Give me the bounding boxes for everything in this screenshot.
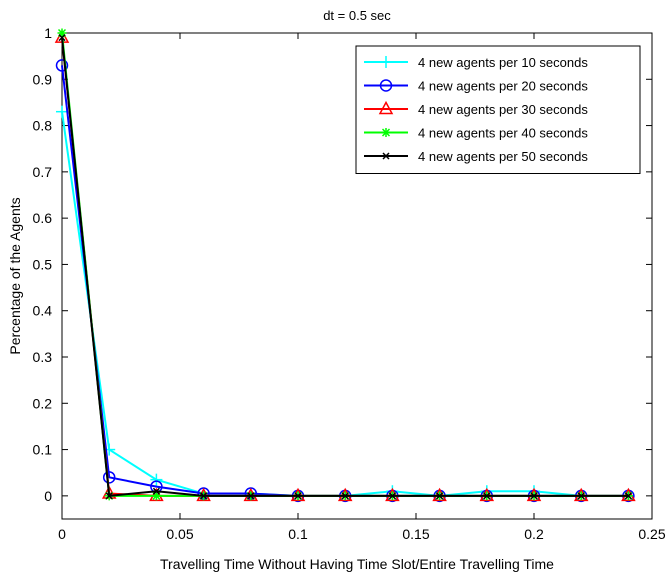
data-point xyxy=(483,492,491,500)
data-point xyxy=(379,79,393,92)
data-point xyxy=(152,487,160,495)
data-point xyxy=(624,492,632,500)
x-tick-label: 0.2 xyxy=(524,526,544,542)
data-point xyxy=(102,471,116,484)
data-point xyxy=(388,492,396,500)
chart-title: dt = 0.5 sec xyxy=(323,8,391,23)
data-point xyxy=(530,492,538,500)
data-point xyxy=(341,492,349,500)
x-tick-label: 0.25 xyxy=(638,526,665,542)
legend-item: 4 new agents per 30 seconds xyxy=(364,100,588,117)
legend-item: 4 new agents per 40 seconds xyxy=(364,126,588,141)
data-point xyxy=(151,491,161,501)
legend-item: 4 new agents per 10 seconds xyxy=(364,55,588,70)
data-point xyxy=(577,492,585,500)
data-point xyxy=(436,492,444,500)
y-tick-label: 0.2 xyxy=(33,395,53,411)
data-point xyxy=(380,56,392,68)
legend-label: 4 new agents per 30 seconds xyxy=(418,102,588,117)
data-point xyxy=(294,492,302,500)
y-tick-label: 0.3 xyxy=(33,349,53,365)
y-tick-label: 0 xyxy=(44,488,52,504)
y-tick-label: 0.6 xyxy=(33,210,53,226)
y-tick-label: 0.9 xyxy=(33,71,53,87)
data-point xyxy=(247,492,255,500)
legend-label: 4 new agents per 50 seconds xyxy=(418,149,588,164)
x-tick-label: 0 xyxy=(58,526,66,542)
y-tick-label: 1 xyxy=(44,25,52,41)
data-point xyxy=(58,34,66,42)
legend: 4 new agents per 10 seconds 4 new agents … xyxy=(355,45,641,174)
y-tick-label: 0.4 xyxy=(33,303,53,319)
y-tick-label: 0.1 xyxy=(33,442,53,458)
legend-item: 4 new agents per 20 seconds xyxy=(364,79,588,94)
data-point xyxy=(55,59,69,72)
y-axis-title: Percentage of the Agents xyxy=(7,197,23,354)
y-tick-label: 0.8 xyxy=(33,118,53,134)
x-tick-label: 0.15 xyxy=(402,526,429,542)
data-point xyxy=(200,492,208,500)
x-tick-label: 0.05 xyxy=(166,526,193,542)
legend-label: 4 new agents per 10 seconds xyxy=(418,55,588,70)
y-tick-label: 0.5 xyxy=(33,256,53,272)
series-5 xyxy=(58,34,632,500)
legend-item: 4 new agents per 50 seconds xyxy=(364,149,588,164)
data-point xyxy=(382,152,390,160)
x-axis-title: Travelling Time Without Having Time Slot… xyxy=(160,556,554,572)
y-tick-label: 0.7 xyxy=(33,164,53,180)
legend-label: 4 new agents per 20 seconds xyxy=(418,79,588,94)
data-point xyxy=(56,105,68,118)
x-tick-label: 0.1 xyxy=(288,526,308,542)
series-layer xyxy=(54,28,636,503)
axis-ticks: 0 0.05 0.1 0.15 0.2 0.25 0 0.1 0.2 0.3 0.4 0.5 0.6 0.… xyxy=(33,25,666,542)
data-point xyxy=(381,128,391,137)
data-point xyxy=(378,100,394,115)
data-point xyxy=(57,28,67,38)
data-point xyxy=(105,492,113,500)
data-point xyxy=(150,473,163,486)
legend-label: 4 new agents per 40 seconds xyxy=(418,126,588,141)
